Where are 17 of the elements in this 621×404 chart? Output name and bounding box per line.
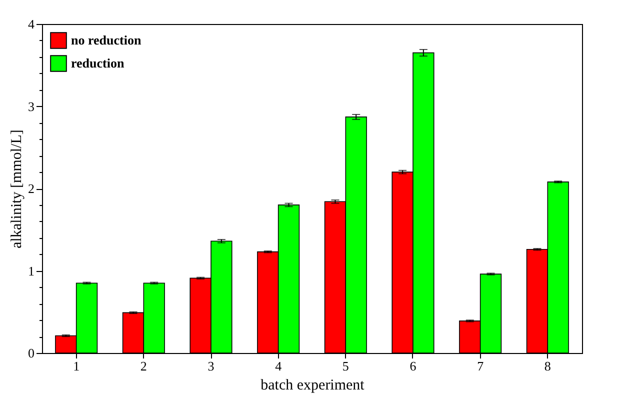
- y-axis-title: alkalinity [mmol/L]: [9, 130, 25, 248]
- x-tick-label: 5: [342, 358, 349, 374]
- y-tick-label: 0: [28, 346, 34, 360]
- x-tick-label: 3: [208, 358, 214, 374]
- x-tick-label: 8: [544, 358, 551, 374]
- y-tick-label: 1: [28, 263, 34, 278]
- legend-label: no reduction: [71, 32, 142, 48]
- legend-label: reduction: [71, 56, 125, 70]
- x-tick-label: 6: [410, 358, 417, 374]
- y-tick-label: 2: [28, 181, 34, 196]
- y-tick-label: 4: [28, 16, 35, 32]
- x-tick-label: 1: [73, 358, 80, 374]
- x-axis-title: batch experiment: [260, 378, 366, 394]
- x-tick-label: 4: [275, 358, 282, 374]
- x-tick-label: 7: [477, 358, 484, 374]
- y-tick-label: 3: [28, 98, 34, 114]
- x-tick-label: 2: [140, 358, 147, 374]
